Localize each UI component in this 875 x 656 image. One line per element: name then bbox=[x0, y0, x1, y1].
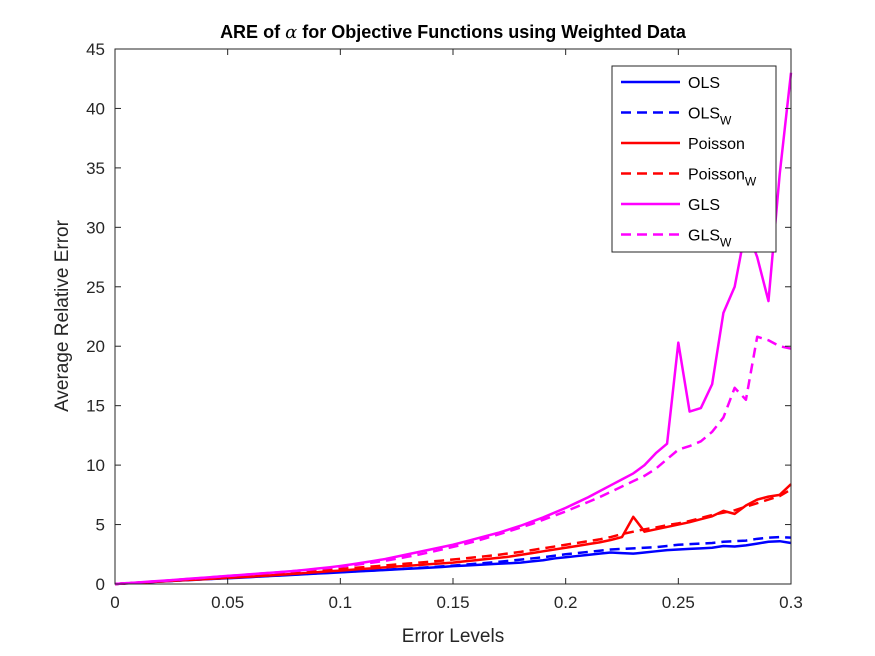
legend-label: Poisson bbox=[688, 136, 745, 153]
y-tick-label: 30 bbox=[86, 218, 105, 237]
y-tick-label: 25 bbox=[86, 278, 105, 297]
x-tick-label: 0.25 bbox=[662, 593, 695, 612]
ticks-layer: 0 0.05 0.1 0.15 0.2 0.25 0.3 0 5 10 15 20 25 30 35 40 45 bbox=[86, 40, 803, 612]
series-line-gls-w bbox=[114, 335, 792, 586]
y-tick-label: 45 bbox=[86, 40, 105, 59]
x-tick-label: 0.05 bbox=[211, 593, 244, 612]
y-tick-label: 5 bbox=[96, 516, 105, 535]
y-tick-label: 10 bbox=[86, 456, 105, 475]
legend-label-name: Poisson bbox=[688, 167, 745, 184]
y-tick-label: 20 bbox=[86, 337, 105, 356]
x-tick-label: 0.2 bbox=[554, 593, 578, 612]
x-tick-label: 0 bbox=[110, 593, 119, 612]
x-tick-label: 0.1 bbox=[329, 593, 353, 612]
y-tick-label: 0 bbox=[96, 575, 105, 594]
legend-label-subscript: W bbox=[745, 175, 757, 189]
legend-label-subscript: W bbox=[720, 236, 732, 250]
title-part-alpha: α bbox=[285, 22, 297, 43]
x-tick-label: 0.15 bbox=[436, 593, 469, 612]
x-axis-label: Error Levels bbox=[402, 626, 504, 647]
title-part-prefix: ARE of bbox=[220, 22, 285, 42]
legend-label-subscript: W bbox=[720, 114, 732, 128]
legend-label: GLS bbox=[688, 197, 720, 214]
legend-box bbox=[611, 65, 777, 253]
legend-label: PoissonW bbox=[688, 167, 757, 189]
y-tick-label: 15 bbox=[86, 397, 105, 416]
legend-label: OLSW bbox=[688, 106, 732, 128]
y-tick-label: 35 bbox=[86, 159, 105, 178]
title-part-suffix: for Objective Functions using Weighted D… bbox=[297, 22, 687, 42]
legend-label-name: GLS bbox=[688, 197, 720, 214]
legend-label: GLSW bbox=[688, 228, 732, 250]
chart-title: ARE of α for Objective Functions using W… bbox=[220, 22, 687, 43]
y-tick-label: 40 bbox=[86, 99, 105, 118]
legend-label-name: GLS bbox=[688, 228, 720, 245]
legend-label-name: Poisson bbox=[688, 136, 745, 153]
legend-label-name: OLS bbox=[688, 106, 720, 123]
x-tick-label: 0.3 bbox=[779, 593, 803, 612]
y-axis-label: Average Relative Error bbox=[52, 219, 73, 412]
legend-label-name: OLS bbox=[688, 75, 720, 92]
legend-label: OLS bbox=[688, 75, 720, 92]
